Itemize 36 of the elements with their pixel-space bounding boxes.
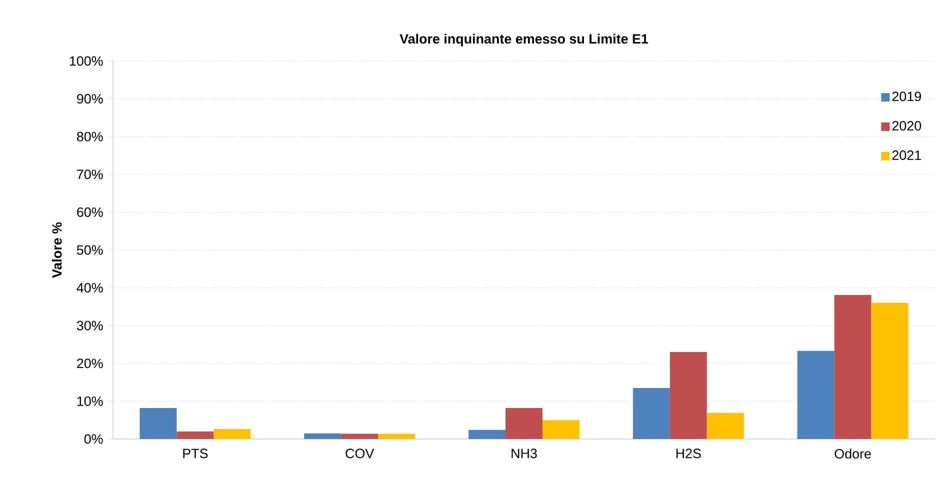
y-tick-label: 80% <box>76 132 103 142</box>
y-tick-label: 0% <box>84 434 103 444</box>
x-tick-label: H2S <box>676 448 701 458</box>
bar <box>632 388 670 439</box>
bar <box>341 434 378 439</box>
y-tick-label: 100% <box>70 56 103 66</box>
y-tick-label: 70% <box>77 170 103 180</box>
x-tick-label: Odore <box>834 448 871 459</box>
bar <box>468 430 506 439</box>
x-tick-label: COV <box>346 448 374 458</box>
legend-label: 2020 <box>892 121 922 131</box>
y-tick-label: 90% <box>77 94 103 104</box>
y-tick-label: 10% <box>77 396 103 406</box>
bar <box>176 431 214 439</box>
bar <box>871 302 908 439</box>
x-tick-label: NH3 <box>512 448 537 458</box>
bar <box>378 434 416 439</box>
bar <box>670 352 707 439</box>
bar <box>304 433 342 439</box>
bar <box>706 412 744 439</box>
y-tick-label: 20% <box>77 358 103 368</box>
bar <box>506 408 542 439</box>
bar <box>797 350 834 439</box>
y-axis-title: Valore % <box>52 222 62 278</box>
bar <box>214 429 251 439</box>
chart-title: Valore inquinante emesso su Limite E1 <box>400 34 648 46</box>
bar <box>834 294 872 439</box>
bar <box>140 408 177 439</box>
y-tick-label: 40% <box>76 283 103 293</box>
x-tick-label: PTS <box>183 448 208 458</box>
legend-label: 2021 <box>892 150 921 160</box>
y-tick-label: 60% <box>77 207 103 217</box>
y-tick-label: 30% <box>76 320 103 330</box>
y-tick-label: 50% <box>76 245 103 255</box>
legend-label: 2019 <box>892 92 921 102</box>
bar <box>542 420 580 439</box>
